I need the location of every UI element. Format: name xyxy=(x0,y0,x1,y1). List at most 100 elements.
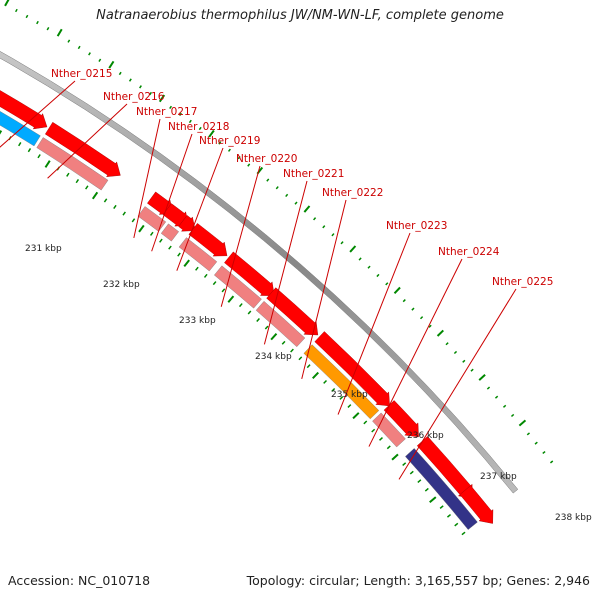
outer-tick-mark xyxy=(85,185,89,190)
gene-callout-line xyxy=(398,288,517,480)
scale-tick-mark xyxy=(526,432,531,436)
cds-arrow xyxy=(0,90,48,130)
outer-tick-mark xyxy=(66,172,70,177)
scale-label: 234 kbp xyxy=(255,352,292,362)
outer-tick-mark xyxy=(227,295,235,303)
outer-tick-mark xyxy=(429,496,437,504)
scale-tick-mark xyxy=(285,193,289,198)
outer-tick-mark xyxy=(306,364,311,369)
scale-label: 232 kbp xyxy=(103,280,140,290)
outer-tick-mark xyxy=(256,318,260,323)
outer-tick-mark xyxy=(347,404,352,408)
scale-tick-mark xyxy=(542,450,546,455)
scale-tick-mark xyxy=(198,126,202,131)
cog-segment xyxy=(372,412,406,448)
outer-tick-mark xyxy=(44,160,51,168)
cds-arrow xyxy=(188,223,228,257)
scale-tick-mark xyxy=(188,119,192,124)
gene-label: Nther_0215 xyxy=(51,68,112,80)
cds-arrow xyxy=(44,121,121,177)
scale-tick-mark xyxy=(179,112,182,117)
scale-tick-mark xyxy=(108,60,115,69)
scale-label: 237 kbp xyxy=(480,472,517,482)
scale-tick-mark xyxy=(470,368,474,372)
scale-tick-mark xyxy=(14,8,18,13)
scale-label: 231 kbp xyxy=(25,244,62,254)
scale-tick-mark xyxy=(25,14,29,19)
accession-text: Accession: NC_010718 xyxy=(8,573,151,588)
scale-tick-mark xyxy=(4,0,10,7)
scale-tick-mark xyxy=(549,460,554,464)
scale-tick-mark xyxy=(510,413,515,417)
outer-tick-mark xyxy=(402,462,407,467)
scale-label: 235 kbp xyxy=(331,390,368,400)
scale-tick-mark xyxy=(445,342,449,346)
outer-tick-mark xyxy=(131,218,136,223)
outer-tick-mark xyxy=(177,252,181,257)
scale-tick-mark xyxy=(428,324,432,328)
gene-callout-line xyxy=(368,258,463,447)
outer-tick-mark xyxy=(122,211,126,216)
scale-tick-mark xyxy=(486,386,491,390)
outer-tick-mark xyxy=(195,266,199,271)
cog-segment xyxy=(405,448,478,530)
gene-label: Nther_0220 xyxy=(236,153,297,165)
outer-tick-mark xyxy=(363,420,368,425)
scale-tick-mark xyxy=(358,257,362,261)
scale-tick-mark xyxy=(462,359,466,363)
scale-tick-mark xyxy=(340,241,344,245)
gene-callout-line xyxy=(133,118,161,239)
outer-tick-mark xyxy=(298,356,303,361)
outer-tick-mark xyxy=(424,487,429,492)
outer-tick-mark xyxy=(221,288,226,293)
outer-tick-mark xyxy=(18,142,22,147)
cds-arrow xyxy=(383,400,419,438)
outer-tick-mark xyxy=(247,310,252,315)
outer-tick-mark xyxy=(183,259,190,267)
outer-tick-mark xyxy=(331,387,336,392)
cog-segment xyxy=(303,344,380,420)
scale-tick-mark xyxy=(534,441,538,445)
scale-tick-mark xyxy=(56,28,63,37)
scale-tick-mark xyxy=(331,233,335,237)
topology-text: Topology: circular; Length: 3,165,557 bp… xyxy=(246,573,590,588)
outer-tick-mark xyxy=(371,428,376,433)
scale-tick-mark xyxy=(322,225,326,229)
gene-callout-line xyxy=(220,165,261,307)
scale-tick-mark xyxy=(237,155,241,160)
cog-segment xyxy=(0,111,41,147)
scale-tick-mark xyxy=(218,141,222,145)
scale-tick-mark xyxy=(275,186,279,190)
outer-tick-mark xyxy=(91,191,99,200)
gene-callout-line xyxy=(301,199,347,380)
scale-tick-mark xyxy=(385,282,389,286)
scale-tick-mark xyxy=(518,419,527,427)
outer-tick-mark xyxy=(103,198,108,203)
outer-tick-mark xyxy=(203,273,208,278)
cds-arrow xyxy=(314,331,390,407)
scale-tick-mark xyxy=(208,129,215,138)
outer-tick-mark xyxy=(27,148,32,153)
outer-tick-mark xyxy=(409,470,414,475)
outer-tick-mark xyxy=(454,522,459,527)
outer-tick-mark xyxy=(290,348,294,353)
scale-tick-mark xyxy=(313,217,317,221)
outer-tick-mark xyxy=(264,325,269,330)
scale-tick-mark xyxy=(36,20,39,25)
scale-tick-mark xyxy=(402,299,406,303)
cds-arrow xyxy=(178,215,196,232)
scale-tick-mark xyxy=(419,316,424,320)
outer-tick-mark xyxy=(113,204,117,210)
outer-tick-mark xyxy=(75,179,80,184)
scale-tick-mark xyxy=(158,94,166,103)
outer-tick-mark xyxy=(352,412,360,420)
map-title: Natranaerobius thermophilus JW/NM-WN-LF,… xyxy=(96,8,504,23)
outer-tick-mark xyxy=(323,379,328,384)
scale-tick-mark xyxy=(77,45,81,50)
outer-tick-mark xyxy=(159,238,163,243)
cds-arrow xyxy=(266,287,319,336)
scale-tick-mark xyxy=(88,52,91,56)
gene-label: Nther_0225 xyxy=(492,276,553,288)
outer-tick-mark xyxy=(0,130,3,135)
outer-tick-mark xyxy=(461,531,466,536)
